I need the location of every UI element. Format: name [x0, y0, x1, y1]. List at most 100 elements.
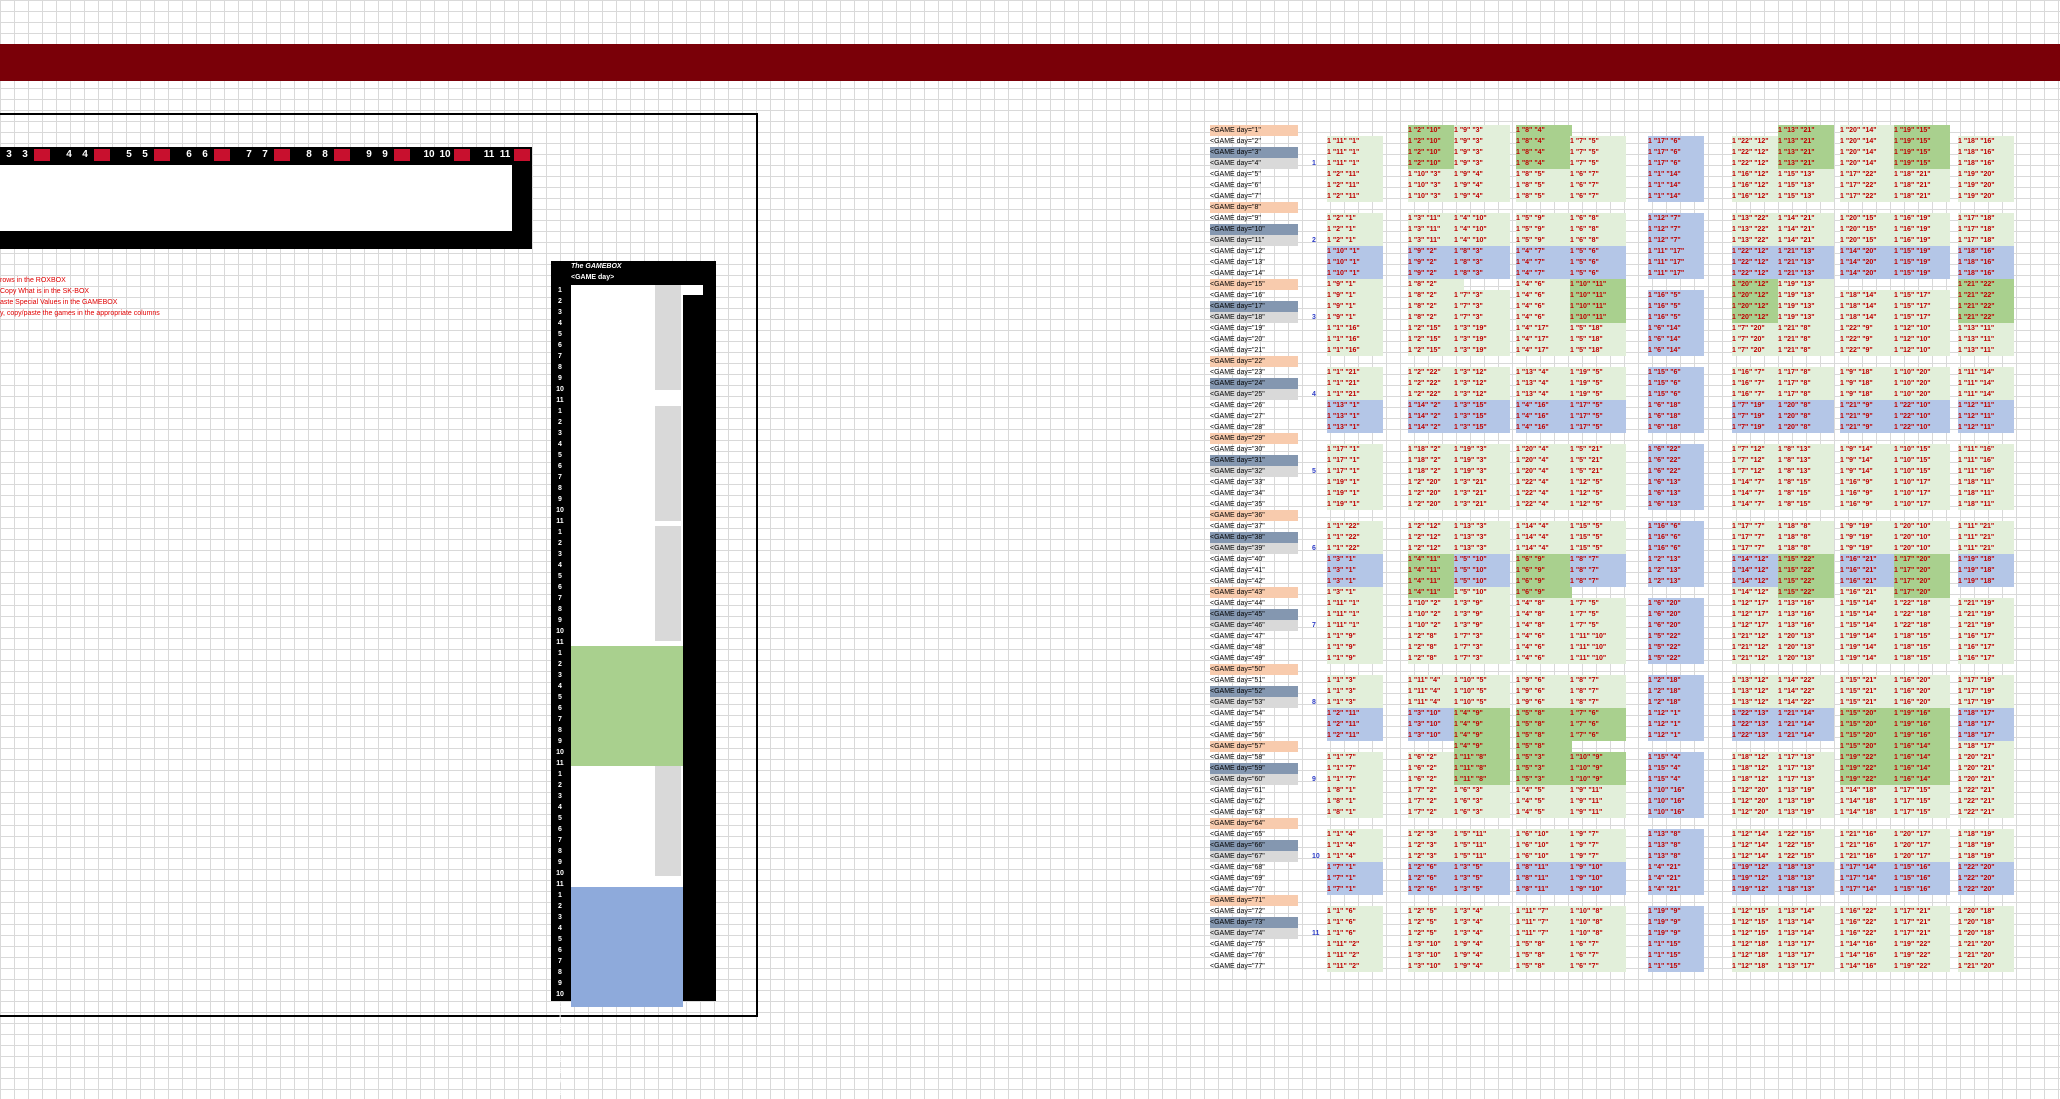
- game-cell[interactable]: 1 "6" "10": [1516, 829, 1572, 840]
- game-cell[interactable]: 1 "22" "4": [1516, 499, 1572, 510]
- game-day-label[interactable]: <GAME day="31": [1210, 455, 1298, 466]
- game-cell[interactable]: 1 "18" "16": [1958, 268, 2014, 279]
- game-cell[interactable]: 1 "6" "9": [1516, 587, 1572, 598]
- game-cell[interactable]: 1 "7" "5": [1570, 609, 1626, 620]
- game-cell[interactable]: 1 "14" "21": [1778, 235, 1834, 246]
- game-cell[interactable]: 1 "7" "3": [1454, 290, 1510, 301]
- game-cell[interactable]: 1 "20" "17": [1894, 840, 1950, 851]
- game-day-label[interactable]: <GAME day="23": [1210, 369, 1265, 376]
- game-cell[interactable]: 1 "8" "15": [1778, 488, 1834, 499]
- game-cell[interactable]: 1 "11" "1": [1327, 598, 1383, 609]
- game-cell[interactable]: 1 "19" "22": [1894, 950, 1950, 961]
- game-cell[interactable]: 1 "19" "15": [1894, 147, 1950, 158]
- game-cell[interactable]: 1 "22" "15": [1778, 829, 1834, 840]
- game-cell[interactable]: 1 "15" "22": [1778, 576, 1834, 587]
- game-cell[interactable]: 1 "4" "9": [1454, 741, 1510, 752]
- game-cell[interactable]: 1 "17" "6": [1648, 147, 1704, 158]
- game-cell[interactable]: 1 "17" "18": [1958, 224, 2014, 235]
- game-cell[interactable]: 1 "22" "13": [1732, 719, 1788, 730]
- game-day-label[interactable]: <GAME day="36": [1210, 510, 1298, 521]
- game-cell[interactable]: 1 "4" "5": [1516, 807, 1572, 818]
- game-cell[interactable]: 1 "22" "21": [1958, 785, 2014, 796]
- game-day-label[interactable]: <GAME day="69": [1210, 875, 1265, 882]
- game-cell[interactable]: 1 "6" "22": [1648, 455, 1704, 466]
- game-cell[interactable]: 1 "16" "7": [1732, 367, 1788, 378]
- game-cell[interactable]: 1 "1" "15": [1648, 950, 1704, 961]
- game-day-label[interactable]: <GAME day="40": [1210, 556, 1265, 563]
- game-cell[interactable]: 1 "20" "10": [1894, 543, 1950, 554]
- game-cell[interactable]: 1 "18" "19": [1958, 851, 2014, 862]
- game-cell[interactable]: 1 "17" "20": [1894, 587, 1950, 598]
- game-cell[interactable]: 1 "21" "14": [1778, 719, 1834, 730]
- game-cell[interactable]: 1 "1" "22": [1327, 543, 1383, 554]
- game-cell[interactable]: 1 "11" "10": [1570, 642, 1626, 653]
- game-cell[interactable]: 1 "11" "14": [1958, 389, 2014, 400]
- game-cell[interactable]: 1 "13" "11": [1958, 345, 2014, 356]
- game-cell[interactable]: 1 "12" "14": [1732, 851, 1788, 862]
- game-cell[interactable]: 1 "20" "18": [1958, 917, 2014, 928]
- game-cell[interactable]: 1 "15" "20": [1840, 719, 1896, 730]
- game-cell[interactable]: 1 "18" "17": [1958, 741, 2014, 752]
- game-cell[interactable]: 1 "22" "21": [1958, 796, 2014, 807]
- game-cell[interactable]: 1 "18" "17": [1958, 719, 2014, 730]
- game-cell[interactable]: 1 "13" "11": [1958, 334, 2014, 345]
- game-cell[interactable]: 1 "21" "9": [1840, 411, 1896, 422]
- game-day-label[interactable]: <GAME day="55": [1210, 721, 1265, 728]
- game-day-label[interactable]: <GAME day="39": [1210, 543, 1298, 554]
- game-day-label[interactable]: <GAME day="77": [1210, 963, 1265, 970]
- game-day-label[interactable]: <GAME day="2": [1210, 138, 1261, 145]
- game-cell[interactable]: 1 "21" "8": [1778, 334, 1834, 345]
- game-day-label[interactable]: <GAME day="50": [1210, 664, 1298, 675]
- game-cell[interactable]: 1 "2" "3": [1408, 851, 1464, 862]
- game-cell[interactable]: 1 "16" "20": [1894, 675, 1950, 686]
- game-cell[interactable]: 1 "14" "12": [1732, 554, 1788, 565]
- game-cell[interactable]: 1 "16" "14": [1894, 763, 1950, 774]
- game-cell[interactable]: 1 "6" "22": [1648, 444, 1704, 455]
- game-cell[interactable]: 1 "6" "7": [1570, 950, 1626, 961]
- game-cell[interactable]: 1 "1" "4": [1327, 851, 1383, 862]
- game-cell[interactable]: 1 "6" "2": [1408, 774, 1464, 785]
- game-cell[interactable]: 1 "9" "14": [1840, 466, 1896, 477]
- game-cell[interactable]: 1 "21" "22": [1958, 290, 2014, 301]
- game-cell[interactable]: 1 "6" "2": [1408, 752, 1464, 763]
- game-cell[interactable]: 1 "15" "6": [1648, 378, 1704, 389]
- game-cell[interactable]: 1 "15" "20": [1840, 741, 1896, 752]
- game-cell[interactable]: 1 "16" "20": [1894, 686, 1950, 697]
- game-cell[interactable]: 1 "13" "21": [1778, 147, 1834, 158]
- game-cell[interactable]: 1 "12" "1": [1648, 708, 1704, 719]
- game-day-label[interactable]: <GAME day="73": [1210, 917, 1298, 928]
- game-cell[interactable]: 1 "19" "22": [1840, 774, 1896, 785]
- game-cell[interactable]: 1 "15" "14": [1840, 598, 1896, 609]
- game-cell[interactable]: 1 "20" "18": [1958, 906, 2014, 917]
- game-cell[interactable]: 1 "9" "3": [1454, 125, 1510, 136]
- game-cell[interactable]: 1 "4" "7": [1516, 257, 1572, 268]
- game-cell[interactable]: 1 "13" "22": [1732, 224, 1788, 235]
- game-cell[interactable]: 1 "19" "5": [1570, 389, 1626, 400]
- game-cell[interactable]: 1 "5" "22": [1648, 653, 1704, 664]
- game-cell[interactable]: 1 "20" "21": [1958, 763, 2014, 774]
- game-cell[interactable]: 1 "13" "1": [1327, 411, 1383, 422]
- game-cell[interactable]: 1 "2" "22": [1408, 367, 1464, 378]
- game-cell[interactable]: 1 "14" "12": [1732, 576, 1788, 587]
- game-cell[interactable]: 1 "20" "13": [1778, 653, 1834, 664]
- game-cell[interactable]: 1 "6" "8": [1570, 213, 1626, 224]
- game-day-label[interactable]: <GAME day="58": [1210, 754, 1265, 761]
- game-cell[interactable]: 1 "11" "16": [1958, 444, 2014, 455]
- game-day-label[interactable]: <GAME day="72": [1210, 908, 1265, 915]
- game-cell[interactable]: 1 "3" "12": [1454, 389, 1510, 400]
- game-cell[interactable]: 1 "4" "9": [1454, 719, 1510, 730]
- game-cell[interactable]: 1 "3" "19": [1454, 345, 1510, 356]
- game-cell[interactable]: 1 "9" "4": [1454, 950, 1510, 961]
- game-cell[interactable]: 1 "2" "11": [1327, 191, 1383, 202]
- game-cell[interactable]: 1 "12" "10": [1894, 345, 1950, 356]
- game-cell[interactable]: 1 "22" "20": [1958, 884, 2014, 895]
- game-cell[interactable]: 1 "21" "22": [1958, 312, 2014, 323]
- game-cell[interactable]: 1 "2" "1": [1327, 235, 1383, 246]
- game-cell[interactable]: 1 "16" "22": [1840, 917, 1896, 928]
- game-cell[interactable]: 1 "13" "4": [1516, 389, 1572, 400]
- game-cell[interactable]: 1 "8" "1": [1327, 796, 1383, 807]
- game-cell[interactable]: 1 "16" "6": [1648, 543, 1704, 554]
- game-cell[interactable]: 1 "9" "7": [1570, 829, 1626, 840]
- game-cell[interactable]: 1 "18" "15": [1894, 642, 1950, 653]
- game-cell[interactable]: 1 "10" "20": [1894, 367, 1950, 378]
